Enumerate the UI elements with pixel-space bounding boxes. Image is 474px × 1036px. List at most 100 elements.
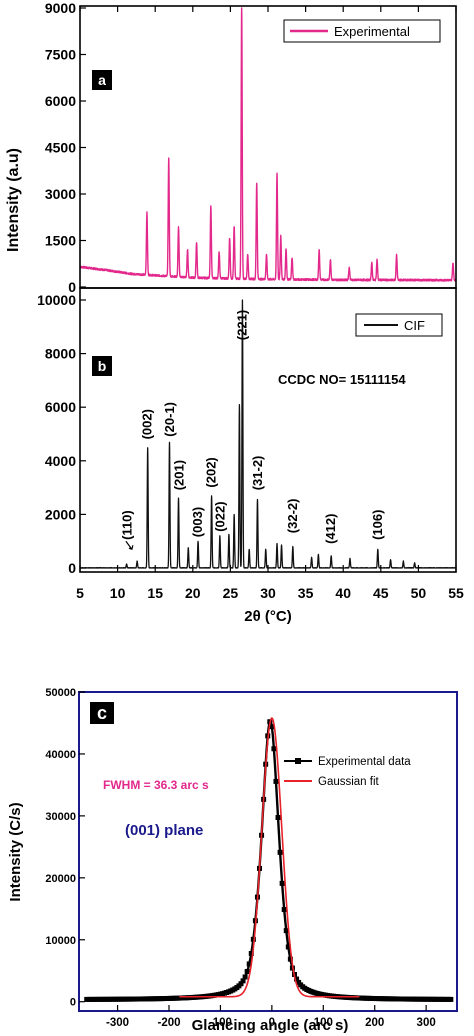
- panel-c-xtick-label: -200: [157, 1017, 180, 1029]
- experimental-data-point: [242, 974, 248, 980]
- panel-b-legend: [355, 313, 443, 337]
- experimental-data-point: [277, 849, 283, 855]
- panel-b-ytick-label: 4000: [45, 453, 76, 469]
- panel-b-xtick-label: 25: [223, 585, 239, 601]
- panel-c-xtick-label: 0: [269, 1017, 275, 1029]
- panel-c-legend-label-1: Experimental data: [318, 756, 411, 768]
- experimental-data-point: [279, 880, 285, 886]
- panel-a-ytick-label: 1500: [45, 233, 76, 249]
- hkl-label: (201): [171, 460, 186, 490]
- experimental-data-point: [273, 778, 279, 784]
- panel-c-ytick-label: 50000: [45, 687, 76, 699]
- panel-b-xtick-label: 20: [185, 585, 201, 601]
- panel-b-letter-box: [92, 356, 112, 376]
- panel-b-letter: b: [98, 358, 107, 374]
- experimental-data-point: [281, 907, 287, 913]
- panel-c-xtick-label: 300: [417, 1017, 436, 1029]
- experimental-data-point: [244, 969, 250, 975]
- experimental-data-point: [271, 746, 277, 752]
- hkl-label: (31-2): [250, 456, 265, 491]
- experimental-data-point: [448, 996, 454, 1002]
- hkl-label: (106): [370, 510, 385, 540]
- xaxis-label-c: Glancing angle (arc s): [192, 1017, 349, 1034]
- panel-b-xtick-label: 5: [76, 585, 84, 601]
- panel-c-legend-marker: [295, 758, 301, 764]
- panel-c-ytick-label: 40000: [45, 749, 76, 761]
- panel-b-ytick-label: 2000: [45, 506, 76, 522]
- panel-c-letter: c: [97, 703, 107, 723]
- xaxis-label-b: 2θ (°C): [244, 608, 291, 625]
- hkl-label: (202): [204, 457, 219, 487]
- panel-b-xtick-label: 45: [373, 585, 389, 601]
- fwhm-annotation: FWHM = 36.3 arc s: [103, 778, 209, 792]
- panel-b-xtick-label: 10: [110, 585, 126, 601]
- experimental-data-point: [285, 944, 291, 950]
- panel-b-ytick-label: 10000: [37, 292, 76, 308]
- panel-c-letter-box: [90, 702, 114, 724]
- experimental-data-point: [283, 928, 289, 934]
- panel-b-ytick-label: 0: [68, 560, 76, 576]
- panel-a-ytick-label: 3000: [45, 186, 76, 202]
- panel-c-xtick-label: 200: [365, 1017, 384, 1029]
- hkl-arrow: [125, 540, 134, 551]
- experimental-data-point: [238, 981, 244, 987]
- panel-b-xtick-label: 55: [448, 585, 464, 601]
- panel-c-ytick-label: 10000: [45, 935, 76, 947]
- experimental-data-point: [294, 976, 300, 982]
- panel-b-ytick-label: 6000: [45, 399, 76, 415]
- panel-a-plot: [79, 7, 457, 282]
- panel-b-xtick-label: 35: [298, 585, 314, 601]
- ccdc-annotation: CCDC NO= 15111154: [278, 372, 406, 387]
- panel-a-ytick-label: 9000: [45, 0, 76, 16]
- panel-a-letter-box: [92, 70, 112, 90]
- panel-c-ytick-label: 20000: [45, 873, 76, 885]
- yaxis-label-c: Intensity (C/s): [7, 802, 24, 901]
- panel-c-ytick-label: 0: [70, 997, 76, 1009]
- panel-c: 0 10000 20000 30000 40000 50000 -300 -200 -100 0 1…: [7, 687, 458, 1034]
- hkl-label: (32-2): [285, 499, 300, 534]
- panel-c-legend-label-2: Gaussian fit: [318, 776, 380, 788]
- experimental-data-point: [269, 724, 275, 730]
- experimental-data-point: [248, 951, 254, 957]
- panel-a: 0 1500 3000 4500 6000 7500 9000 a Experimental: [45, 0, 457, 295]
- hkl-label: (022): [213, 501, 228, 531]
- experimental-data-point: [240, 978, 246, 984]
- panel-a-ytick-label: 6000: [45, 93, 76, 109]
- gaussian-fit-line: [179, 717, 360, 998]
- panel-c-frame: [78, 691, 458, 1012]
- panel-a-ytick-label: 0: [68, 279, 76, 295]
- panel-a-legend: [283, 19, 441, 43]
- panel-b-xtick-label: 30: [260, 585, 276, 601]
- panel-c-legend: Experimental data Gaussian fit: [284, 756, 411, 788]
- plane-annotation: (001) plane: [125, 822, 203, 839]
- experimental-pattern-line: [79, 7, 457, 282]
- experimental-data-point: [250, 936, 256, 942]
- experimental-data-point: [287, 956, 293, 962]
- panel-c-xtick-label: -100: [209, 1017, 232, 1029]
- panel-a-ytick-label: 4500: [45, 140, 76, 156]
- panel-b-plot: [79, 299, 457, 569]
- panel-b-xtick-label: 40: [335, 585, 351, 601]
- panel-c-plot: [84, 717, 454, 1002]
- yaxis-label-ab: Intensity (a.u): [5, 148, 22, 252]
- panel-b-xtick-label: 15: [147, 585, 163, 601]
- cif-pattern-line: [79, 299, 457, 569]
- panel-a-legend-label: Experimental: [334, 24, 410, 39]
- hkl-label: (110): [119, 510, 134, 540]
- experimental-data-markers: [84, 719, 454, 1002]
- panel-b: 0 2000 4000 6000 8000 10000 5 10 15 20 25 30 35 40 45 5…: [37, 287, 464, 625]
- experimental-data-point: [275, 815, 281, 821]
- panel-b-legend-label: CIF: [404, 318, 425, 333]
- panel-a-frame: [79, 5, 457, 289]
- panel-c-xtick-label: -300: [106, 1017, 129, 1029]
- panel-c-ytick-label: 30000: [45, 811, 76, 823]
- hkl-label: (412): [323, 514, 338, 544]
- experimental-data-point: [246, 961, 252, 967]
- hkl-label: (002): [140, 409, 155, 439]
- panel-a-letter: a: [98, 72, 106, 88]
- panel-b-ytick-label: 8000: [45, 346, 76, 362]
- hkl-label: (20-1): [162, 402, 177, 437]
- panel-c-xtick-label: 100: [314, 1017, 333, 1029]
- hkl-label: (221): [234, 310, 249, 340]
